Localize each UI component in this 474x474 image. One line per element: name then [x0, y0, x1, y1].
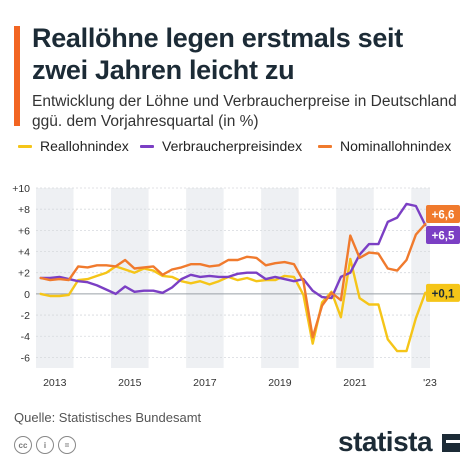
end-label: +6,6 [432, 210, 455, 222]
line-chart: -6 -4 -2 0 +2 +4 +6 +8 +10 2013 2015 2017 2019 2021 '2… [12, 183, 460, 389]
legend-item-verbraucherpreisindex: Verbraucherpreisindex [140, 138, 302, 154]
statista-logo-icon [442, 434, 460, 452]
verbraucherpreisindex-line [39, 202, 427, 300]
year-band [111, 188, 149, 368]
x-tick-label: 2017 [193, 377, 217, 389]
legend-swatch-reallohnindex [18, 144, 32, 148]
legend-item-nominallohnindex: Nominallohnindex [318, 138, 451, 154]
legend-label-reallohnindex: Reallohnindex [40, 138, 129, 154]
y-tick-label: -6 [21, 352, 30, 364]
license-icons: cc i = [14, 436, 76, 454]
x-tick-label: 2013 [43, 377, 67, 389]
y-tick-label: +4 [18, 247, 30, 259]
year-band [186, 188, 224, 368]
legend-item-reallohnindex: Reallohnindex [18, 138, 129, 154]
reallohnindex-line [39, 257, 427, 353]
y-tick-label: +2 [18, 268, 30, 280]
cc-icon[interactable]: cc [14, 436, 32, 454]
statista-logo[interactable]: statista [338, 426, 433, 457]
by-icon[interactable]: i [36, 436, 54, 454]
chart-subtitle: Entwicklung der Löhne und Verbraucherpre… [32, 93, 457, 130]
y-tick-label: +8 [18, 204, 30, 216]
end-label-box [426, 283, 460, 302]
end-label-box [426, 205, 460, 223]
end-label: +0,1 [432, 288, 455, 300]
y-tick-label: -2 [21, 310, 30, 322]
y-tick-label: +10 [12, 183, 30, 195]
accent-bar [14, 26, 20, 126]
y-tick-label: +6 [18, 225, 30, 237]
chart-title: Reallöhne legen erstmals seit zwei Jahre… [32, 23, 403, 85]
x-tick-label: 2021 [343, 377, 367, 389]
y-tick-label: 0 [24, 289, 30, 301]
x-tick-label: 2019 [268, 377, 292, 389]
legend-label-nominallohnindex: Nominallohnindex [340, 138, 452, 154]
legend-label-verbraucherpreisindex: Verbraucherpreisindex [162, 138, 303, 154]
x-tick-label: '23 [423, 377, 437, 389]
legend-swatch-verbraucherpreisindex [140, 144, 154, 148]
end-label-box [426, 226, 460, 245]
end-label: +6,5 [432, 231, 455, 243]
x-tick-label: 2015 [118, 377, 142, 389]
nd-icon[interactable]: = [58, 436, 76, 454]
chart-legend: Reallohnindex Verbraucherpreisindex Nomi… [18, 138, 468, 158]
nominallohnindex-line [39, 222, 427, 339]
y-tick-label: -4 [21, 331, 30, 343]
source-note: Quelle: Statistisches Bundesamt [14, 410, 202, 425]
legend-swatch-nominallohnindex [318, 144, 332, 148]
